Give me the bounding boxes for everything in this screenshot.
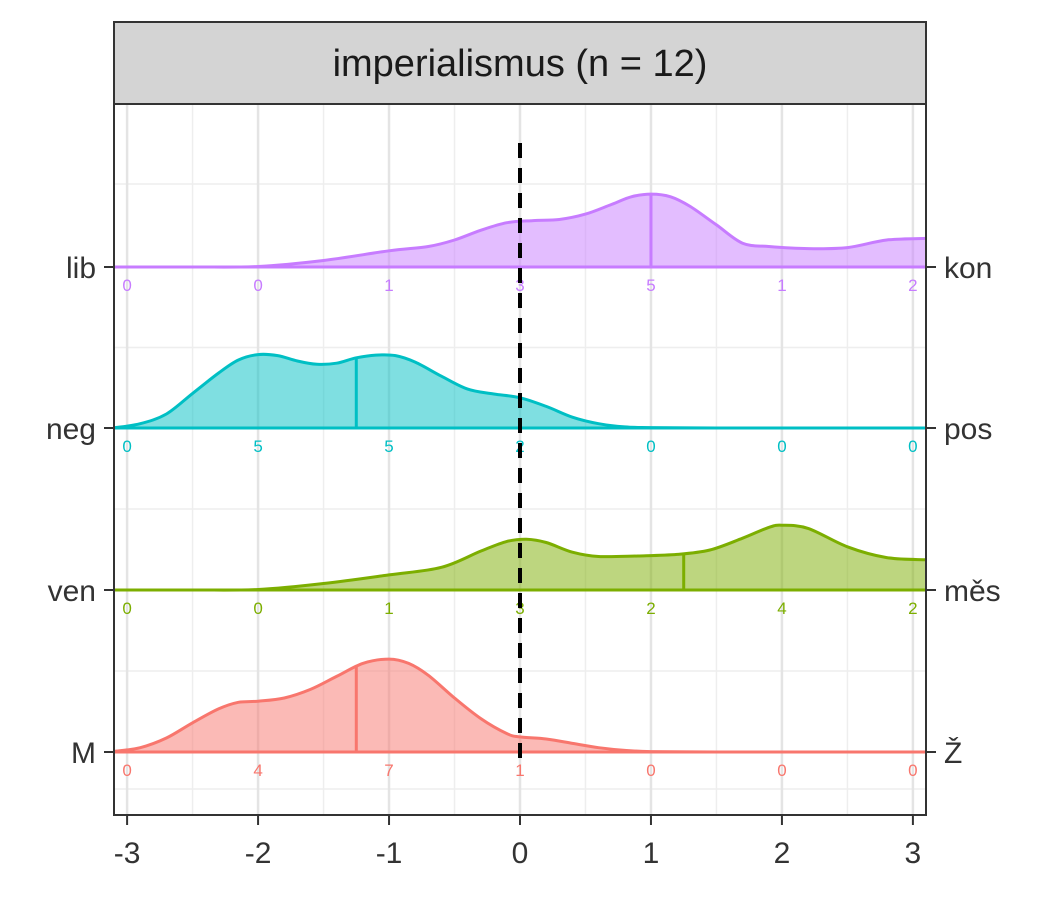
count-label: 2 — [908, 276, 917, 295]
count-label: 5 — [646, 276, 655, 295]
density-curve — [113, 523, 927, 592]
y-label-right: pos — [944, 413, 992, 446]
count-label: 0 — [253, 599, 262, 618]
y-label-right: měs — [944, 575, 1001, 608]
count-label: 5 — [253, 437, 262, 456]
strip: imperialismus (n = 12) — [113, 21, 927, 105]
count-label: 1 — [384, 276, 393, 295]
x-tick-label: 2 — [774, 837, 791, 870]
x-tick-label: 0 — [512, 837, 529, 870]
count-label: 0 — [646, 437, 655, 456]
x-tick-label: 3 — [905, 837, 922, 870]
y-label-left: M — [71, 737, 96, 770]
density-curve — [113, 657, 926, 754]
count-label: 0 — [122, 599, 131, 618]
count-label: 3 — [515, 276, 524, 295]
count-label: 2 — [646, 599, 655, 618]
count-label: 1 — [515, 761, 524, 780]
density-area — [114, 659, 926, 753]
y-label-left: lib — [66, 252, 96, 285]
count-label: 4 — [253, 761, 262, 780]
x-tick-label: -2 — [245, 837, 272, 870]
count-label: 0 — [122, 761, 131, 780]
y-label-left: neg — [46, 413, 96, 446]
count-label: 0 — [122, 437, 131, 456]
count-label: 3 — [515, 599, 524, 618]
x-tick-label: -3 — [114, 837, 141, 870]
count-label: 0 — [908, 761, 917, 780]
x-tick-label: -1 — [376, 837, 403, 870]
count-label: 5 — [384, 437, 393, 456]
density-curve — [113, 192, 927, 269]
count-label: 0 — [646, 761, 655, 780]
count-label: 1 — [384, 599, 393, 618]
count-label: 0 — [122, 276, 131, 295]
count-label: 0 — [777, 437, 786, 456]
count-label: 0 — [908, 437, 917, 456]
count-label: 0 — [777, 761, 786, 780]
density-area — [114, 354, 926, 429]
density-curve — [113, 352, 926, 430]
y-label-left: ven — [48, 575, 96, 608]
y-label-right: kon — [944, 252, 992, 285]
y-label-right: Ž — [944, 737, 962, 770]
count-label: 7 — [384, 761, 393, 780]
count-label: 2 — [908, 599, 917, 618]
strip-background — [113, 21, 927, 105]
chart-title: imperialismus (n = 12) — [333, 43, 708, 85]
count-label: 0 — [253, 276, 262, 295]
x-tick-label: 1 — [643, 837, 660, 870]
count-label: 1 — [777, 276, 786, 295]
count-label: 4 — [777, 599, 786, 618]
axes: -3 -2 -1 0 1 2 3 lib kon neg pos ven měs M Ž — [46, 252, 1001, 870]
